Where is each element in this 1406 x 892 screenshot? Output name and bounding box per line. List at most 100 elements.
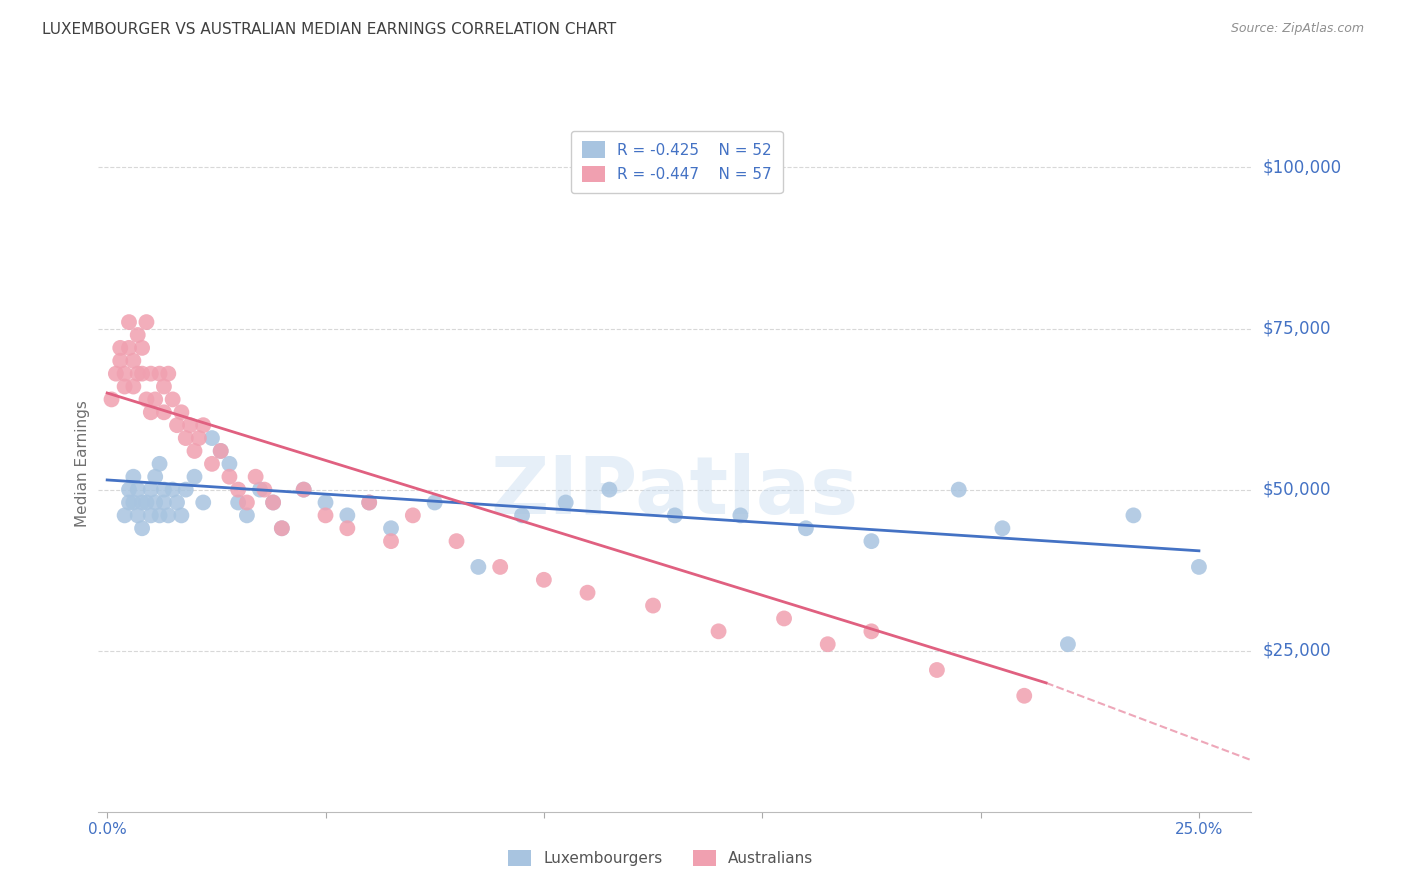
Point [183, 469, 205, 483]
Point [148, 367, 170, 381]
Point [114, 379, 136, 393]
Text: Source: ZipAtlas.com: Source: ZipAtlas.com [1230, 22, 1364, 36]
Legend: R = -0.425    N = 52, R = -0.447    N = 57: R = -0.425 N = 52, R = -0.447 N = 57 [571, 130, 783, 193]
Point [1122, 508, 1144, 523]
Text: $50,000: $50,000 [1263, 481, 1331, 499]
Point [1188, 560, 1211, 574]
Point [236, 495, 259, 509]
Point [576, 585, 599, 599]
Text: LUXEMBOURGER VS AUSTRALIAN MEDIAN EARNINGS CORRELATION CHART: LUXEMBOURGER VS AUSTRALIAN MEDIAN EARNIN… [42, 22, 616, 37]
Point [179, 418, 201, 433]
Point [510, 508, 533, 523]
Point [122, 469, 145, 483]
Point [118, 483, 141, 497]
Point [533, 573, 555, 587]
Point [336, 521, 359, 535]
Point [131, 521, 153, 535]
Point [127, 483, 149, 497]
Point [262, 495, 284, 509]
Point [489, 560, 512, 574]
Point [598, 483, 620, 497]
Point [193, 418, 215, 433]
Point [315, 495, 337, 509]
Point [209, 444, 232, 458]
Point [118, 495, 141, 509]
Point [292, 483, 315, 497]
Point [380, 534, 402, 549]
Point [148, 457, 170, 471]
Point [148, 508, 170, 523]
Point [730, 508, 752, 523]
Point [860, 624, 883, 639]
Point [135, 392, 157, 407]
Text: $75,000: $75,000 [1263, 319, 1331, 337]
Point [336, 508, 359, 523]
Point [218, 469, 240, 483]
Point [794, 521, 817, 535]
Point [139, 483, 162, 497]
Point [153, 379, 176, 393]
Point [122, 353, 145, 368]
Point [1057, 637, 1080, 651]
Point [183, 444, 205, 458]
Point [554, 495, 576, 509]
Point [245, 469, 267, 483]
Point [664, 508, 686, 523]
Point [467, 560, 489, 574]
Point [226, 483, 249, 497]
Point [127, 508, 149, 523]
Point [143, 392, 166, 407]
Point [315, 508, 337, 523]
Point [380, 521, 402, 535]
Point [991, 521, 1014, 535]
Point [153, 495, 176, 509]
Point [402, 508, 425, 523]
Point [174, 483, 197, 497]
Point [262, 495, 284, 509]
Point [122, 379, 145, 393]
Point [270, 521, 292, 535]
Point [162, 392, 184, 407]
Point [139, 508, 162, 523]
Point [157, 367, 180, 381]
Point [153, 483, 176, 497]
Point [707, 624, 730, 639]
Point [122, 495, 145, 509]
Point [359, 495, 381, 509]
Point [249, 483, 271, 497]
Point [236, 508, 259, 523]
Point [174, 431, 197, 445]
Text: $25,000: $25,000 [1263, 641, 1331, 660]
Point [139, 405, 162, 419]
Point [218, 457, 240, 471]
Text: ZIPatlas: ZIPatlas [491, 452, 859, 531]
Point [292, 483, 315, 497]
Point [131, 367, 153, 381]
Point [187, 431, 209, 445]
Point [359, 495, 381, 509]
Point [100, 392, 122, 407]
Point [423, 495, 446, 509]
Point [135, 495, 157, 509]
Legend: Luxembourgers, Australians: Luxembourgers, Australians [499, 840, 823, 875]
Point [153, 405, 176, 419]
Point [925, 663, 948, 677]
Point [817, 637, 839, 651]
Point [131, 495, 153, 509]
Point [127, 328, 149, 343]
Point [201, 457, 224, 471]
Point [135, 315, 157, 329]
Point [104, 367, 127, 381]
Point [157, 508, 180, 523]
Point [860, 534, 883, 549]
Text: $100,000: $100,000 [1263, 159, 1341, 177]
Point [143, 469, 166, 483]
Point [127, 367, 149, 381]
Point [170, 405, 193, 419]
Point [110, 353, 132, 368]
Point [166, 495, 188, 509]
Point [139, 367, 162, 381]
Point [270, 521, 292, 535]
Point [193, 495, 215, 509]
Point [143, 495, 166, 509]
